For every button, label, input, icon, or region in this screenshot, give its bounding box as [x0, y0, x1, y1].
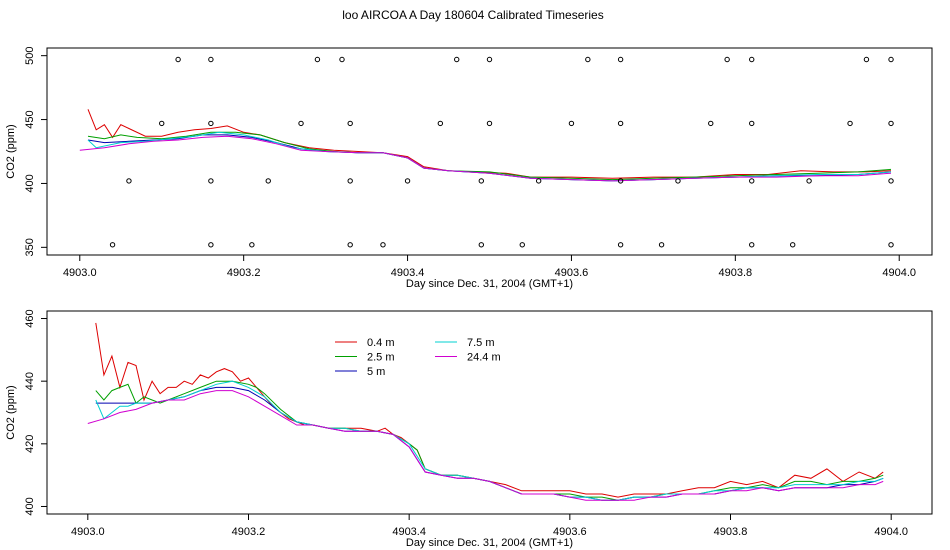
- data-point: [404, 178, 411, 184]
- y-axis-label: CO2 (ppm): [5, 124, 17, 178]
- x-tick-label: 4903.2: [227, 267, 261, 279]
- data-point: [724, 56, 730, 63]
- data-point: [339, 56, 345, 63]
- data-point: [888, 242, 894, 248]
- x-tick-label: 4904.0: [874, 526, 908, 538]
- data-point: [535, 178, 542, 184]
- data-point: [888, 120, 894, 127]
- x-tick-label: 4903.6: [555, 267, 589, 279]
- data-point: [708, 120, 714, 127]
- y-axis-label: CO2 (ppm): [5, 385, 17, 439]
- data-point: [888, 56, 894, 63]
- y-tick-label: 500: [24, 46, 36, 64]
- data-point: [749, 56, 755, 63]
- data-point: [347, 178, 353, 184]
- data-point: [298, 120, 304, 127]
- y-tick-label: 460: [24, 309, 36, 327]
- data-point: [208, 120, 214, 127]
- figure-title: loo AIRCOA A Day 180604 Calibrated Times…: [342, 8, 603, 22]
- data-point: [314, 56, 321, 63]
- data-point: [568, 120, 575, 127]
- data-point: [749, 120, 755, 127]
- data-point: [454, 56, 460, 63]
- y-tick-label: 420: [24, 435, 36, 453]
- data-point: [617, 56, 624, 63]
- x-tick-label: 4903.8: [714, 526, 748, 538]
- x-axis-label: Day since Dec. 31, 2004 (GMT+1): [406, 537, 573, 549]
- y-tick-label: 450: [24, 110, 36, 128]
- legend-label: 2.5 m: [367, 352, 395, 364]
- y-tick-label: 400: [24, 497, 36, 515]
- data-point: [658, 242, 665, 248]
- data-point: [486, 120, 493, 127]
- legend-label: 24.4 m: [467, 352, 501, 364]
- data-point: [126, 178, 132, 184]
- data-point: [486, 56, 493, 63]
- legend-label: 7.5 m: [467, 337, 495, 349]
- data-point: [749, 178, 755, 184]
- series-line-0-4-m: [95, 322, 884, 498]
- x-tick-label: 4903.2: [232, 526, 266, 538]
- series-line-5-m: [95, 386, 884, 501]
- data-point: [208, 178, 214, 184]
- x-tick-label: 4903.0: [63, 267, 97, 279]
- legend-label: 0.4 m: [367, 337, 395, 349]
- data-point: [347, 242, 353, 248]
- y-tick-label: 350: [24, 238, 36, 256]
- legend-label: 5 m: [367, 366, 385, 378]
- data-point: [478, 242, 485, 248]
- series-line-24-4-m: [87, 390, 884, 501]
- plot-frame: [46, 310, 933, 515]
- x-tick-label: 4903.4: [392, 526, 426, 538]
- x-axis-label: Day since Dec. 31, 2004 (GMT+1): [406, 278, 573, 290]
- x-tick-label: 4903.6: [553, 526, 587, 538]
- legend: 0.4 m 2.5 m 5 m 7.5 m 24.4 m: [335, 337, 501, 378]
- data-point: [675, 178, 681, 184]
- data-point: [888, 178, 894, 184]
- data-point: [789, 242, 796, 248]
- data-point: [159, 120, 165, 127]
- data-point: [208, 242, 214, 248]
- y-tick-label: 440: [24, 372, 36, 390]
- bottom-panel: 4903.0 4903.2 4903.4 4903.6 4903.8 4904.0 400 4…: [5, 309, 933, 549]
- data-point: [617, 178, 624, 184]
- data-point: [806, 178, 812, 184]
- data-point: [437, 120, 444, 127]
- series-line-24-4-m: [79, 135, 892, 182]
- data-point: [175, 56, 181, 63]
- data-point: [347, 120, 353, 127]
- series-line-0-4-m: [87, 109, 892, 179]
- data-point: [863, 56, 870, 63]
- x-tick-label: 4903.0: [71, 526, 105, 538]
- data-point: [380, 242, 386, 248]
- data-point: [478, 178, 485, 184]
- data-point: [208, 56, 214, 63]
- data-point: [109, 242, 116, 248]
- series-line-7-5-m: [95, 380, 884, 501]
- x-tick-label: 4903.4: [391, 267, 425, 279]
- data-point: [249, 242, 255, 248]
- data-point: [585, 56, 591, 63]
- x-tick-label: 4904.0: [882, 267, 916, 279]
- data-point: [749, 242, 755, 248]
- top-panel: 4903.0 4903.2 4903.4 4903.6 4903.8 4904.0 350 4…: [5, 46, 933, 290]
- data-point: [617, 120, 624, 127]
- plot-frame: [46, 47, 933, 256]
- x-tick-label: 4903.8: [719, 267, 753, 279]
- data-point: [519, 242, 525, 248]
- data-point: [265, 178, 271, 184]
- data-point: [617, 242, 624, 248]
- y-tick-label: 400: [24, 174, 36, 192]
- data-point: [847, 120, 853, 127]
